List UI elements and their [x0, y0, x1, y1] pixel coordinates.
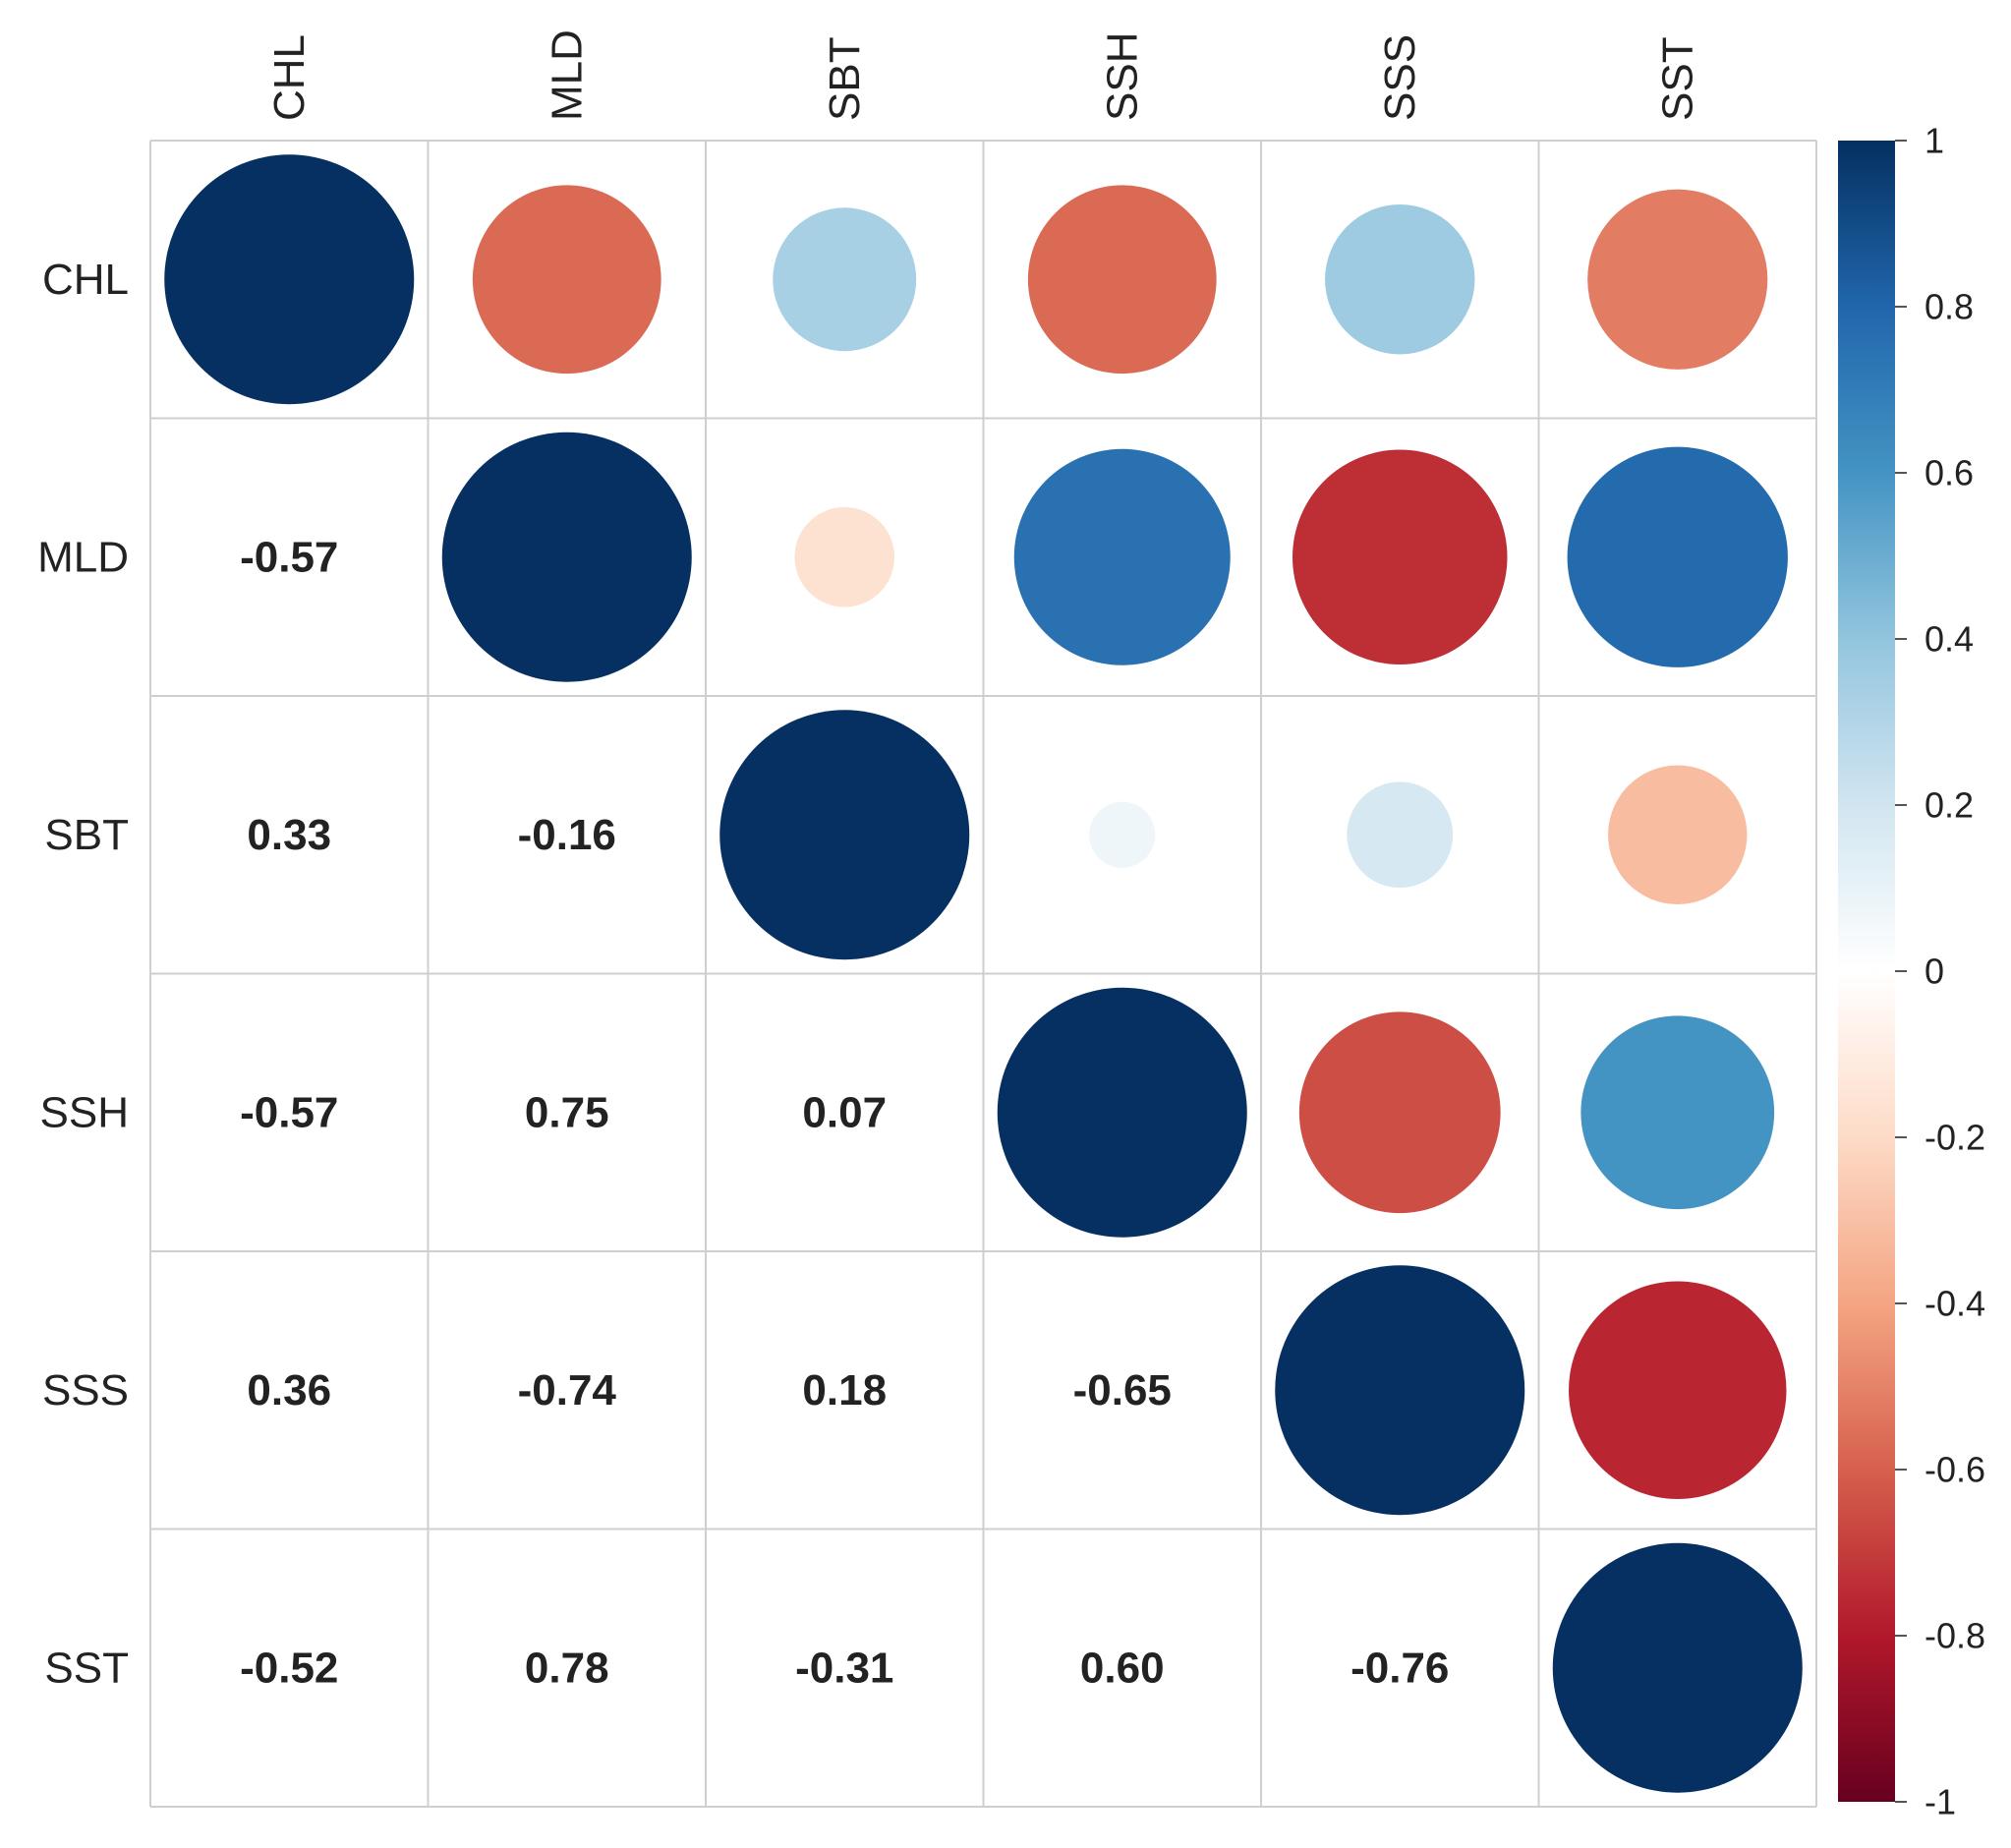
row-label-mld: MLD — [37, 533, 129, 581]
corr-circle-mld-sbt — [794, 506, 895, 607]
colorbar-tick-label: -0.2 — [1925, 1118, 1985, 1158]
corr-value-sst-sbt: -0.31 — [795, 1644, 893, 1692]
colorbar-tick-label: 0.6 — [1925, 453, 1974, 493]
column-label-sbt: SBT — [821, 36, 869, 121]
row-label-ssh: SSH — [40, 1088, 129, 1136]
corr-value-ssh-chl: -0.57 — [240, 1088, 338, 1136]
corr-circle-mld-sss — [1293, 449, 1508, 664]
corr-circle-chl-sst — [1587, 189, 1768, 370]
marks-layer — [164, 154, 1803, 1793]
corr-circle-sss-sss — [1275, 1265, 1525, 1516]
corr-value-sst-chl: -0.52 — [240, 1644, 338, 1692]
corr-circle-chl-mld — [472, 185, 661, 375]
corr-value-sss-ssh: -0.65 — [1073, 1366, 1172, 1415]
corr-circle-sst-sst — [1552, 1542, 1803, 1793]
corr-circle-sbt-sst — [1608, 765, 1748, 904]
row-label-sst: SST — [44, 1644, 129, 1692]
corr-circle-ssh-sss — [1298, 1011, 1501, 1214]
colorbar-tick-label: 1 — [1925, 121, 1944, 161]
corr-value-ssh-mld: 0.75 — [525, 1088, 609, 1136]
colorbar-tick-label: 0.8 — [1925, 287, 1974, 327]
corr-circle-sbt-sss — [1347, 781, 1454, 889]
colorbar-tick-label: 0.2 — [1925, 785, 1974, 826]
corr-value-sst-sss: -0.76 — [1350, 1644, 1449, 1692]
colorbar-gradient — [1838, 141, 1895, 1802]
column-label-sst: SST — [1653, 36, 1701, 121]
corr-circle-chl-chl — [164, 154, 415, 405]
row-label-chl: CHL — [42, 256, 129, 304]
corr-circle-chl-sss — [1325, 204, 1475, 355]
corr-circle-chl-ssh — [1027, 185, 1217, 375]
column-label-sss: SSS — [1376, 34, 1424, 121]
corr-value-sbt-mld: -0.16 — [518, 811, 616, 859]
corr-value-sst-mld: 0.78 — [525, 1644, 609, 1692]
corr-circle-chl-sbt — [773, 207, 917, 352]
labels-layer: -0.57 0.33 -0.16 -0.57 0.75 0.07 0.36 -0.74 0.18… — [37, 29, 1701, 1692]
colorbar-tick-label: 0.4 — [1925, 619, 1974, 660]
corr-circle-sbt-ssh — [1089, 801, 1156, 868]
corr-circle-ssh-ssh — [997, 987, 1247, 1238]
colorbar-tick-label: -0.4 — [1925, 1284, 1985, 1324]
corr-circle-mld-ssh — [1013, 448, 1231, 665]
grid-layer — [149, 140, 1817, 1808]
row-label-sbt: SBT — [44, 811, 129, 859]
corr-value-sss-mld: -0.74 — [518, 1366, 617, 1415]
colorbar: 1 0.8 0.6 0.4 0.2 0 -0.2 -0.4 -0.6 -0.8 -1 — [1838, 121, 1985, 1822]
corr-value-mld-chl: -0.57 — [240, 533, 338, 581]
column-label-ssh: SSH — [1098, 32, 1146, 121]
colorbar-tick-label: -0.6 — [1925, 1450, 1985, 1490]
corr-circle-sss-sst — [1569, 1281, 1787, 1499]
corr-circle-mld-mld — [441, 432, 692, 682]
corr-value-sss-chl: 0.36 — [247, 1366, 331, 1415]
corr-value-sss-sbt: 0.18 — [802, 1366, 887, 1415]
corr-circle-mld-sst — [1567, 446, 1788, 667]
corr-circle-sbt-sbt — [719, 710, 970, 960]
corr-value-ssh-sbt: 0.07 — [802, 1088, 887, 1136]
colorbar-tick-label: -0.8 — [1925, 1616, 1985, 1656]
colorbar-tick-label: 0 — [1925, 952, 1944, 992]
corr-value-sst-ssh: 0.60 — [1080, 1644, 1165, 1692]
corr-circle-ssh-sst — [1580, 1015, 1775, 1210]
column-label-mld: MLD — [543, 29, 591, 121]
colorbar-tick-label: -1 — [1925, 1782, 1956, 1822]
row-label-sss: SSS — [42, 1366, 129, 1415]
column-label-chl: CHL — [265, 34, 314, 121]
corr-value-sbt-chl: 0.33 — [247, 811, 331, 859]
